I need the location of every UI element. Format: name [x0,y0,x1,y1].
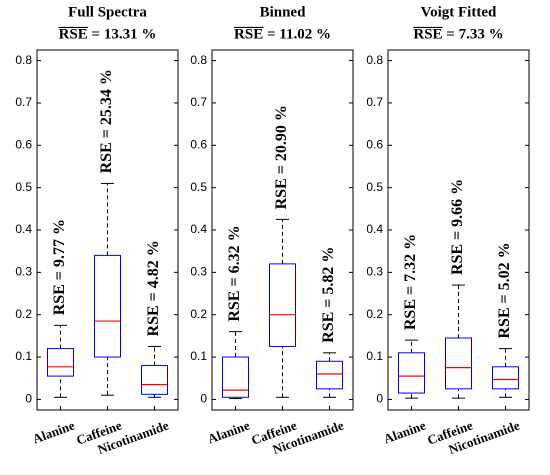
y-tick-label: 0.8 [190,53,207,67]
panel-subtitle: RSE = 11.02 % [234,26,331,42]
box [316,360,343,390]
rse-annotation: RSE = 5.82 % [320,247,337,343]
box [222,356,249,398]
y-tick-label: 0.1 [15,349,32,363]
rse-annotation: RSE = 6.32 % [226,225,243,321]
panel-title: Full Spectra [68,4,147,20]
box [445,337,472,390]
rse-annotation: RSE = 9.77 % [51,219,68,315]
y-tick-label: 0.2 [366,307,383,321]
x-tick-label: Alanine [206,417,252,446]
box [94,254,121,358]
y-tick-label: 0.8 [366,53,383,67]
box [269,263,296,347]
y-tick-label: 0.5 [15,180,32,194]
y-tick-label: 0.7 [366,95,383,109]
y-tick-label: 0.2 [190,307,207,321]
rse-annotation: RSE = 20.90 % [273,105,290,209]
box [47,348,74,377]
y-tick-label: 0.7 [190,95,207,109]
y-tick-label: 0.6 [15,137,32,151]
y-tick-label: 0.4 [190,222,207,236]
box [492,366,519,390]
y-tick-label: 0.4 [366,222,383,236]
panel-subtitle: RSE = 13.31 % [59,26,157,42]
y-tick-label: 0.5 [190,180,207,194]
panel-title: Voigt Fitted [421,4,497,20]
y-tick-label: 0 [376,392,383,406]
y-tick-label: 0.3 [190,265,207,279]
panel-title: Binned [260,4,307,20]
y-tick-label: 0.6 [190,137,207,151]
rse-annotation: RSE = 7.32 % [402,234,419,330]
y-tick-label: 0.4 [15,222,32,236]
x-tick-label: Alanine [382,417,428,446]
x-tick-label: Alanine [31,417,77,446]
y-tick-label: 0.5 [366,180,383,194]
box [398,352,425,394]
y-tick-label: 0.3 [15,265,32,279]
y-tick-label: 0 [25,392,32,406]
y-tick-label: 0.1 [190,349,207,363]
rse-annotation: RSE = 4.82 % [145,240,162,336]
y-tick-label: 0.8 [15,53,32,67]
y-tick-label: 0.7 [15,95,32,109]
box [141,365,168,395]
y-tick-label: 0.3 [366,265,383,279]
y-tick-label: 0.2 [15,307,32,321]
y-tick-label: 0.6 [366,137,383,151]
y-tick-label: 0 [200,392,207,406]
rse-annotation: RSE = 5.02 % [496,242,513,338]
panel-subtitle: RSE = 7.33 % [413,26,503,42]
y-tick-label: 0.1 [366,349,383,363]
rse-annotation: RSE = 9.66 % [449,179,466,275]
rse-annotation: RSE = 25.34 % [98,69,115,173]
